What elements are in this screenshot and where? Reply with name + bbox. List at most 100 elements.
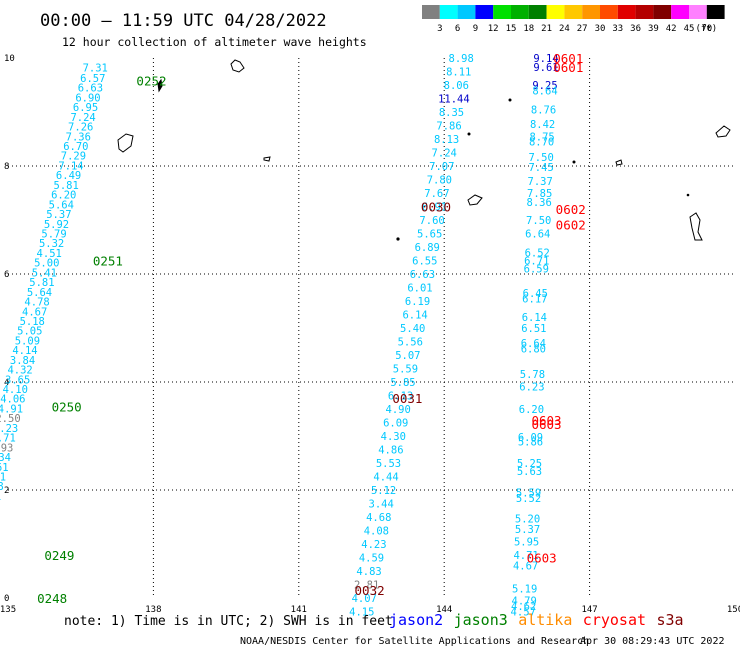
wave-height-value: 5.32 (39, 238, 64, 250)
island (686, 193, 690, 197)
island (467, 194, 483, 206)
color-scale-label: 70 (701, 24, 712, 34)
wave-height-value: 5.79 (41, 229, 66, 241)
longitude-tick-label: 141 (291, 605, 307, 615)
wave-height-value: 5.85 (390, 377, 415, 389)
island (230, 59, 245, 73)
wave-height-value: 6.70 (63, 141, 88, 153)
wave-height-value: 5.52 (516, 493, 541, 505)
wave-height-value: 6.63 (410, 269, 435, 281)
latitude-tick-label: 10 (4, 54, 15, 64)
wave-height-value: 7.50 (528, 152, 553, 164)
wave-height-value: 6.01 (407, 283, 432, 295)
wave-height-value: 7.29 (61, 151, 86, 163)
wave-height-value: 11.44 (438, 94, 470, 106)
wave-height-value: 8.11 (446, 67, 471, 79)
color-swatch (422, 5, 440, 19)
map-title: 00:00 – 11:59 UTC 04/28/2022 (40, 11, 327, 31)
color-scale-label: 42 (666, 24, 677, 34)
color-scale-label: 9 (473, 24, 478, 34)
wave-height-value: 9.61 (533, 62, 558, 74)
wave-height-value: 6.14 (402, 310, 427, 322)
color-swatch (564, 5, 583, 19)
color-scale-label: 3 (437, 24, 442, 34)
wave-height-value: 4.23 (361, 539, 386, 551)
latitude-tick-label: 2 (4, 486, 9, 496)
color-swatch (511, 5, 529, 19)
longitude-tick-label: 138 (145, 605, 161, 615)
wave-height-value: 6.95 (73, 102, 98, 114)
wave-height-value: 3.84 (10, 355, 35, 367)
color-scale-label: 27 (577, 24, 588, 34)
wave-height-value: 6.55 (412, 256, 437, 268)
wave-height-value: 3.91 (0, 491, 1, 503)
wave-height-value: 5.81 (54, 180, 79, 192)
color-scale-label: 30 (595, 24, 606, 34)
wave-height-value: 5.56 (398, 337, 423, 349)
wave-height-value: 6.90 (75, 92, 100, 104)
wave-height-value: 5.64 (49, 199, 74, 211)
latitude-tick-label: 8 (4, 162, 9, 172)
color-swatch (439, 5, 458, 19)
color-swatch (493, 5, 511, 19)
wave-height-value: 4.32 (7, 365, 32, 377)
wave-height-value: 7.80 (427, 175, 452, 187)
pass-label: 0603 (531, 413, 561, 428)
color-scale-label: 12 (488, 24, 499, 34)
wave-height-value: 5.37 (46, 209, 71, 221)
color-scale-label: 6 (455, 24, 460, 34)
wave-height-value: 5.92 (44, 219, 69, 231)
wave-height-value: 4.71 (513, 550, 538, 562)
island (572, 160, 576, 164)
color-swatch (457, 5, 476, 19)
wave-height-value: 7.37 (528, 176, 553, 188)
wave-height-value: 6.08 (0, 481, 4, 493)
wave-height-value: 4.23 (0, 423, 18, 435)
pass-label: 0250 (52, 399, 82, 414)
wave-height-value: 7.07 (429, 161, 454, 173)
wave-height-value: 6.91 (422, 202, 447, 214)
wave-height-value: 6.23 (519, 381, 544, 393)
wave-height-value: 6.09 (383, 418, 408, 430)
pass-label: 0601 (553, 51, 583, 66)
wave-height-value: 5.86 (518, 436, 543, 448)
pass-label: 0249 (44, 548, 74, 563)
latitude-tick-label: 0 (4, 594, 9, 604)
latitude-tick-label: 4 (4, 378, 9, 388)
wave-height-value: 2.93 (0, 442, 13, 454)
wave-height-value: 5.59 (516, 488, 541, 500)
wave-height-value: 4.15 (349, 607, 374, 619)
wave-height-value: 4.83 (356, 566, 381, 578)
color-swatch (653, 5, 672, 19)
color-swatch (671, 5, 689, 19)
island (689, 212, 703, 241)
longitude-tick-label: 150 (727, 605, 740, 615)
wave-height-value: 4.78 (24, 297, 49, 309)
latitude-tick-label: 6 (4, 270, 9, 280)
wave-height-value: 4.07 (352, 593, 377, 605)
wave-height-value: 5.41 (32, 267, 57, 279)
wave-height-value: 5.12 (371, 485, 396, 497)
wave-height-value: 8.75 (529, 131, 554, 143)
wave-height-value: 5.20 (515, 514, 540, 526)
pass-label: 0603 (531, 417, 561, 432)
legend-jason2: jason2 (389, 611, 443, 629)
wave-height-value: 6.19 (405, 296, 430, 308)
wave-height-value: 4.14 (12, 345, 37, 357)
wave-height-value: 8.42 (530, 119, 555, 131)
wave-height-value: 7.86 (436, 121, 461, 133)
wave-height-value: 4.86 (378, 445, 403, 457)
island (615, 159, 623, 166)
wave-height-value: 4.44 (373, 472, 398, 484)
wave-height-value: 7.60 (419, 215, 444, 227)
wave-height-value: 9.25 (532, 80, 557, 92)
wave-height-value: 6.17 (522, 293, 547, 305)
wave-height-value: 6.71 (524, 256, 549, 268)
wave-height-value: 6.57 (80, 73, 105, 85)
wave-height-value: 4.51 (37, 248, 62, 260)
color-swatch (617, 5, 636, 19)
wave-height-value: 4.91 (0, 403, 23, 415)
pass-label: 0030 (421, 200, 451, 215)
wave-height-value: 7.26 (68, 122, 93, 134)
wave-height-value: 6.80 (521, 344, 546, 356)
